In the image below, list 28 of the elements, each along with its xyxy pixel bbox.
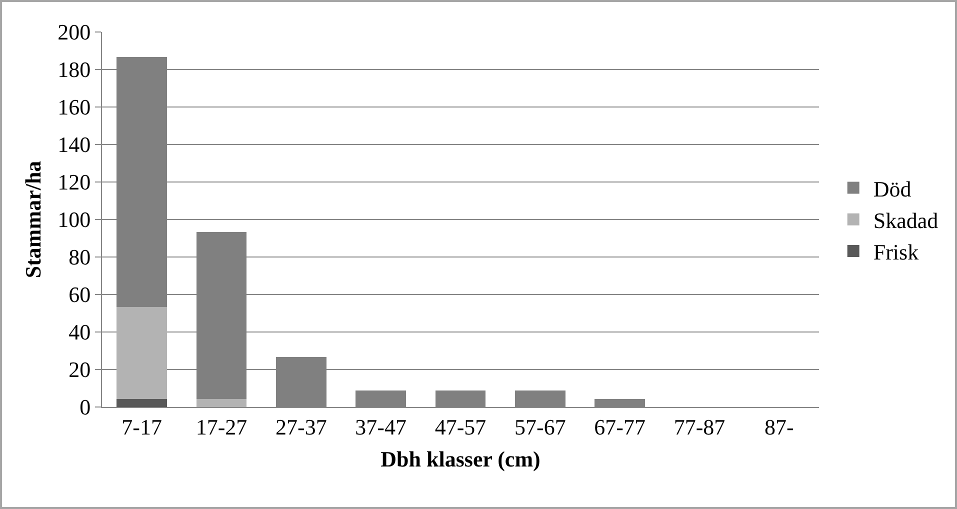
x-tick-label: 57-67 (514, 414, 566, 440)
y-tick-label: 120 (58, 170, 91, 195)
bar (196, 398, 247, 407)
y-tick-label: 180 (58, 57, 91, 82)
x-tick-label: 77-87 (674, 414, 726, 440)
y-tick-label: 0 (80, 394, 91, 420)
bar (116, 398, 167, 407)
y-tick-label: 80 (68, 244, 91, 270)
legend-label: Död (873, 176, 912, 202)
x-tick-label: 47-57 (434, 414, 486, 440)
x-tick-label: 37-47 (355, 414, 406, 440)
y-axis-title: Stammar/ha (20, 160, 46, 278)
legend-label: Skadad (873, 208, 938, 233)
x-tick-label: 67-77 (594, 414, 646, 440)
y-tick-label: 160 (58, 94, 91, 120)
x-tick-label: 27-37 (276, 414, 327, 440)
x-tick-label: 17-27 (196, 414, 248, 440)
x-axis-title: Dbh klasser (cm) (380, 446, 540, 472)
x-tick-label: 7-17 (122, 414, 162, 440)
y-tick-label: 100 (58, 207, 91, 232)
x-tick-label: 87- (764, 414, 794, 440)
bar (116, 307, 167, 399)
y-tick-label: 200 (58, 20, 91, 45)
y-tick-label: 40 (68, 320, 91, 345)
legend-label: Frisk (873, 240, 919, 265)
y-tick-label: 20 (68, 357, 91, 382)
y-tick-label: 60 (68, 282, 91, 308)
y-tick-label: 140 (58, 132, 91, 158)
